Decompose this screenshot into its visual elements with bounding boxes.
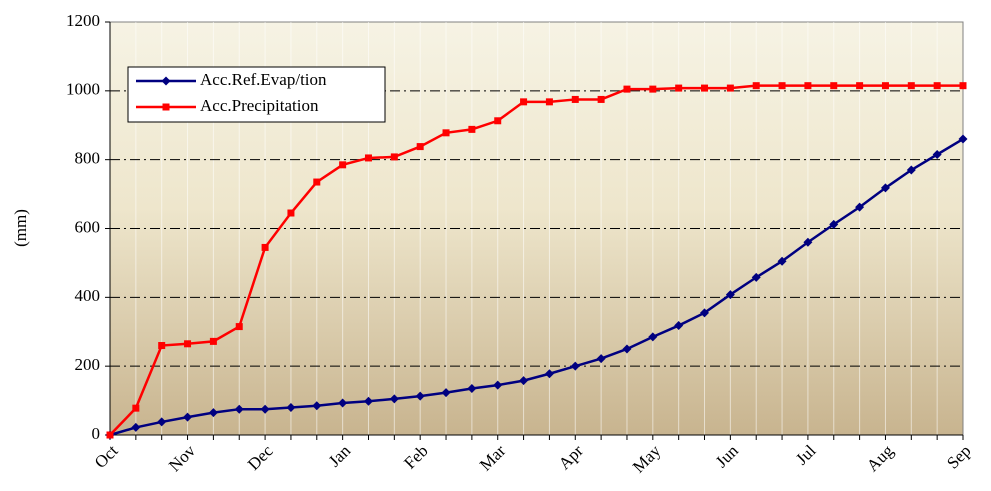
point (441, 388, 451, 398)
point (570, 361, 580, 371)
point (932, 150, 942, 160)
point (804, 82, 812, 90)
point (803, 237, 813, 247)
point (725, 290, 735, 300)
x-tick-label: Dec (244, 441, 277, 474)
point (545, 98, 553, 106)
point (596, 354, 606, 364)
point (158, 342, 166, 350)
point (571, 95, 579, 103)
point (106, 431, 114, 439)
point (700, 308, 710, 318)
legend-box (127, 66, 386, 123)
point (338, 398, 348, 408)
point (726, 84, 734, 92)
legend-label: Acc.Precipitation (200, 96, 319, 115)
line (109, 84, 963, 436)
x-tick-label: Aug (863, 441, 897, 475)
x-tick-label: Apr (555, 441, 587, 473)
y-axis-label: (mm) (11, 209, 30, 247)
legend-marker (162, 103, 170, 111)
x-tick-label: Feb (400, 441, 431, 472)
point (752, 82, 760, 90)
x-tick-label: Sep (943, 441, 974, 472)
point (777, 256, 787, 266)
x-tick-label: Jun (712, 441, 742, 471)
legend-label: Acc.Ref.Evap/tion (200, 70, 327, 89)
point (519, 376, 529, 386)
point (209, 337, 217, 345)
point (520, 98, 528, 106)
point (933, 82, 941, 90)
line (109, 137, 964, 437)
point (234, 404, 244, 414)
point (829, 219, 839, 229)
point (880, 183, 890, 193)
point (183, 412, 193, 422)
point (675, 84, 683, 92)
point (494, 117, 502, 125)
point (622, 344, 632, 354)
point (235, 323, 243, 331)
point (467, 384, 477, 394)
point (959, 82, 967, 90)
point (597, 95, 605, 103)
point (286, 402, 296, 412)
x-tick-label: Mar (476, 441, 510, 475)
point (701, 84, 709, 92)
point (958, 134, 968, 144)
point (855, 202, 865, 212)
legend-marker (161, 76, 171, 86)
point (856, 82, 864, 90)
y-tick-label: 400 (75, 286, 101, 305)
point (157, 417, 167, 427)
point (184, 340, 192, 348)
point (881, 82, 889, 90)
x-tick-label: Nov (165, 441, 199, 475)
point (339, 161, 347, 169)
y-tick-label: 1200 (66, 11, 100, 30)
point (906, 165, 916, 175)
point (415, 391, 425, 401)
y-tick-label: 600 (75, 217, 101, 236)
point (313, 178, 321, 186)
y-tick-label: 0 (92, 424, 101, 443)
point (830, 82, 838, 90)
point (260, 404, 270, 414)
point (416, 143, 424, 151)
point (544, 369, 554, 379)
x-tick-label: Oct (91, 441, 122, 472)
point (907, 82, 915, 90)
point (778, 82, 786, 90)
x-tick-label: May (629, 441, 665, 477)
point (751, 272, 761, 282)
point (364, 154, 372, 162)
point (493, 380, 503, 390)
point (208, 408, 218, 418)
x-tick-label: Jul (792, 441, 820, 469)
point (648, 332, 658, 342)
point (390, 153, 398, 161)
point (312, 401, 322, 411)
point (261, 243, 269, 251)
y-tick-label: 800 (75, 149, 101, 168)
point (442, 129, 450, 137)
point (287, 209, 295, 217)
point (389, 394, 399, 404)
x-tick-label: Jan (325, 441, 355, 471)
y-tick-label: 200 (75, 355, 101, 374)
point (674, 321, 684, 331)
point (132, 404, 140, 412)
point (623, 85, 631, 93)
y-tick-label: 1000 (66, 80, 100, 99)
point (468, 125, 476, 133)
point (363, 396, 373, 406)
point (131, 422, 141, 432)
point (649, 85, 657, 93)
